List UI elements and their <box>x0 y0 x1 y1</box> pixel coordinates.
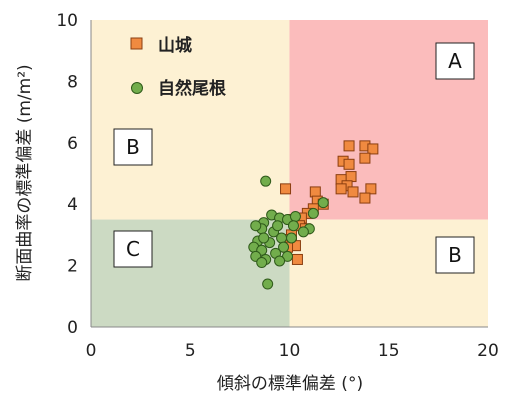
region-label-box-1 <box>113 128 153 166</box>
legend-marker-natural-ridge <box>131 82 143 94</box>
point-natural-ridge <box>289 210 301 222</box>
region-label-3: C <box>126 237 140 261</box>
y-axis-title: 断面曲率の標準偏差 (m/m²) <box>15 64 35 281</box>
point-yamashiro <box>359 152 371 164</box>
y-tick-label: 4 <box>67 195 78 215</box>
point-yamashiro <box>291 253 303 265</box>
point-yamashiro <box>343 158 355 170</box>
point-natural-ridge <box>317 197 329 209</box>
point-yamashiro <box>367 143 379 155</box>
data-points <box>248 140 379 290</box>
region-label-box-2 <box>435 236 475 274</box>
point-natural-ridge <box>262 278 274 290</box>
point-yamashiro <box>309 186 321 198</box>
chart-regions <box>91 20 488 327</box>
legend-label-natural-ridge: 自然尾根 <box>158 78 226 99</box>
region-label-box-3 <box>113 230 153 268</box>
point-natural-ridge <box>285 232 297 244</box>
point-natural-ridge <box>287 220 299 232</box>
point-yamashiro <box>335 183 347 195</box>
region-labels: A B B C <box>113 42 475 274</box>
point-natural-ridge <box>256 257 268 269</box>
point-yamashiro <box>345 171 357 183</box>
region-label-0: A <box>448 49 462 73</box>
y-tick-label: 8 <box>67 72 78 92</box>
point-natural-ridge <box>276 232 288 244</box>
point-yamashiro <box>347 186 359 198</box>
x-tick-label: 5 <box>185 341 196 361</box>
point-yamashiro <box>359 192 371 204</box>
y-tick-label: 6 <box>67 134 78 154</box>
point-natural-ridge <box>250 220 262 232</box>
point-natural-ridge <box>258 232 270 244</box>
point-natural-ridge <box>272 220 284 232</box>
legend: 山城 自然尾根 <box>130 36 226 99</box>
point-yamashiro <box>280 183 292 195</box>
tick-labels: 0 5 10 15 20 0 2 4 6 8 10 <box>56 11 498 361</box>
legend-label-yamashiro: 山城 <box>158 36 192 56</box>
point-natural-ridge <box>274 255 286 267</box>
point-yamashiro <box>343 140 355 152</box>
axes <box>90 20 488 328</box>
point-natural-ridge <box>297 226 309 238</box>
point-natural-ridge <box>307 207 319 219</box>
y-tick-label: 10 <box>56 11 78 31</box>
legend-marker-yamashiro <box>130 37 143 50</box>
region-label-1: B <box>126 135 140 159</box>
point-yamashiro <box>365 183 377 195</box>
region-label-2: B <box>448 243 462 267</box>
x-tick-label: 10 <box>279 341 301 361</box>
region-b-1 <box>91 20 290 220</box>
y-tick-label: 2 <box>67 257 78 277</box>
point-natural-ridge <box>260 175 272 187</box>
x-tick-label: 20 <box>477 341 499 361</box>
x-axis-title: 傾斜の標準偏差 (°) <box>217 374 363 394</box>
region-label-box-0 <box>435 42 475 80</box>
y-tick-label: 0 <box>67 318 78 338</box>
point-natural-ridge <box>278 241 290 253</box>
x-tick-label: 0 <box>86 341 97 361</box>
x-tick-label: 15 <box>378 341 400 361</box>
